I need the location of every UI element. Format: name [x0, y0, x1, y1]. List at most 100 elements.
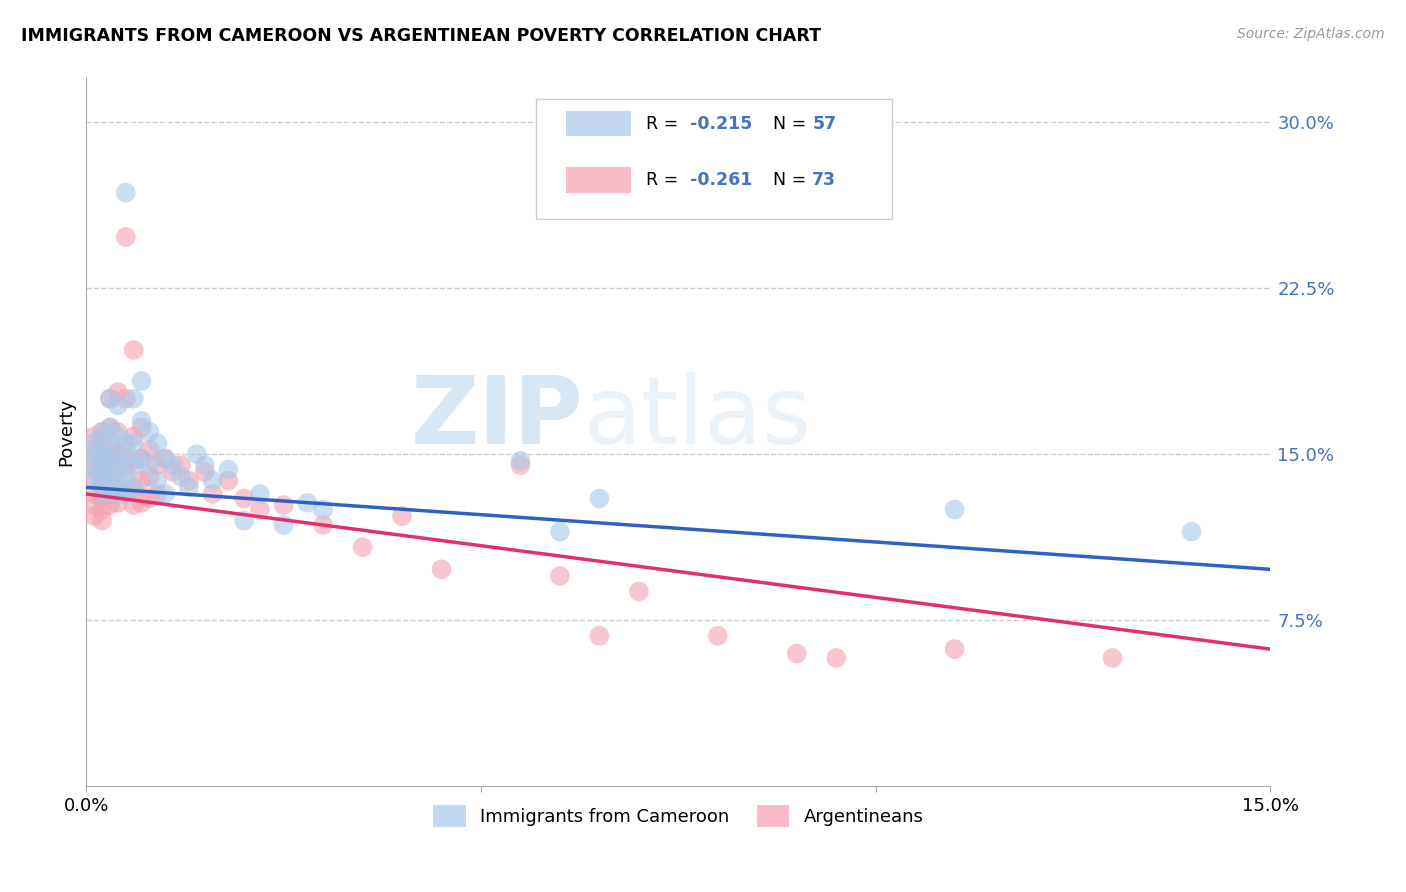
Point	[107, 447, 129, 461]
Point	[91, 502, 114, 516]
Point	[107, 425, 129, 439]
Text: N =: N =	[773, 114, 811, 133]
Point	[138, 458, 160, 473]
Point	[114, 392, 136, 406]
Point	[114, 469, 136, 483]
Point	[201, 487, 224, 501]
Point	[114, 487, 136, 501]
Text: R =: R =	[647, 114, 685, 133]
Legend: Immigrants from Cameroon, Argentineans: Immigrants from Cameroon, Argentineans	[426, 797, 931, 834]
Point	[312, 502, 335, 516]
Point	[146, 436, 169, 450]
Point	[98, 462, 121, 476]
Point	[943, 642, 966, 657]
Point	[312, 518, 335, 533]
Point	[943, 502, 966, 516]
Point	[122, 436, 145, 450]
Point	[131, 451, 153, 466]
Point	[83, 442, 105, 457]
FancyBboxPatch shape	[536, 99, 891, 219]
Point	[107, 462, 129, 476]
Point	[91, 484, 114, 499]
Point	[131, 451, 153, 466]
Point	[83, 498, 105, 512]
Point	[98, 474, 121, 488]
Point	[98, 436, 121, 450]
Y-axis label: Poverty: Poverty	[58, 398, 75, 466]
Point	[91, 442, 114, 457]
Point	[122, 480, 145, 494]
Point	[98, 420, 121, 434]
Point	[233, 514, 256, 528]
Point	[83, 509, 105, 524]
Point	[146, 458, 169, 473]
Point	[98, 462, 121, 476]
Point	[98, 451, 121, 466]
Point	[114, 186, 136, 200]
Point	[122, 429, 145, 443]
Point	[273, 498, 295, 512]
Point	[98, 442, 121, 457]
Point	[83, 451, 105, 466]
Point	[138, 469, 160, 483]
Point	[107, 451, 129, 466]
Text: IMMIGRANTS FROM CAMEROON VS ARGENTINEAN POVERTY CORRELATION CHART: IMMIGRANTS FROM CAMEROON VS ARGENTINEAN …	[21, 27, 821, 45]
Point	[233, 491, 256, 506]
Text: ZIP: ZIP	[411, 372, 583, 464]
Point	[122, 392, 145, 406]
Point	[98, 392, 121, 406]
Point	[91, 451, 114, 466]
Point	[107, 496, 129, 510]
Point	[83, 429, 105, 443]
Point	[114, 462, 136, 476]
Point	[83, 436, 105, 450]
Point	[107, 480, 129, 494]
Point	[122, 480, 145, 494]
Point	[138, 425, 160, 439]
Point	[83, 447, 105, 461]
Text: 57: 57	[813, 114, 837, 133]
Point	[83, 469, 105, 483]
Point	[786, 647, 808, 661]
Point	[122, 458, 145, 473]
Point	[114, 442, 136, 457]
Point	[1101, 651, 1123, 665]
Point	[91, 514, 114, 528]
Point	[177, 480, 200, 494]
Point	[91, 447, 114, 461]
Point	[114, 230, 136, 244]
Point	[430, 562, 453, 576]
Point	[91, 480, 114, 494]
Text: R =: R =	[647, 171, 685, 189]
Point	[194, 465, 217, 479]
Point	[107, 484, 129, 499]
Point	[391, 509, 413, 524]
Point	[194, 458, 217, 473]
Bar	[565, 111, 631, 136]
Point	[249, 502, 271, 516]
Point	[707, 629, 730, 643]
Point	[548, 569, 571, 583]
Point	[138, 491, 160, 506]
Point	[114, 451, 136, 466]
Point	[98, 487, 121, 501]
Point	[249, 487, 271, 501]
Point	[114, 484, 136, 499]
Point	[131, 414, 153, 428]
Point	[91, 469, 114, 483]
Point	[122, 454, 145, 468]
Point	[217, 462, 239, 476]
Point	[83, 458, 105, 473]
Point	[138, 442, 160, 457]
Point	[509, 458, 531, 473]
Point	[98, 498, 121, 512]
Point	[146, 487, 169, 501]
Point	[273, 518, 295, 533]
Point	[170, 469, 193, 483]
Point	[122, 343, 145, 357]
Text: 73: 73	[813, 171, 837, 189]
Point	[91, 491, 114, 506]
Point	[825, 651, 848, 665]
Point	[83, 462, 105, 476]
Point	[98, 451, 121, 466]
